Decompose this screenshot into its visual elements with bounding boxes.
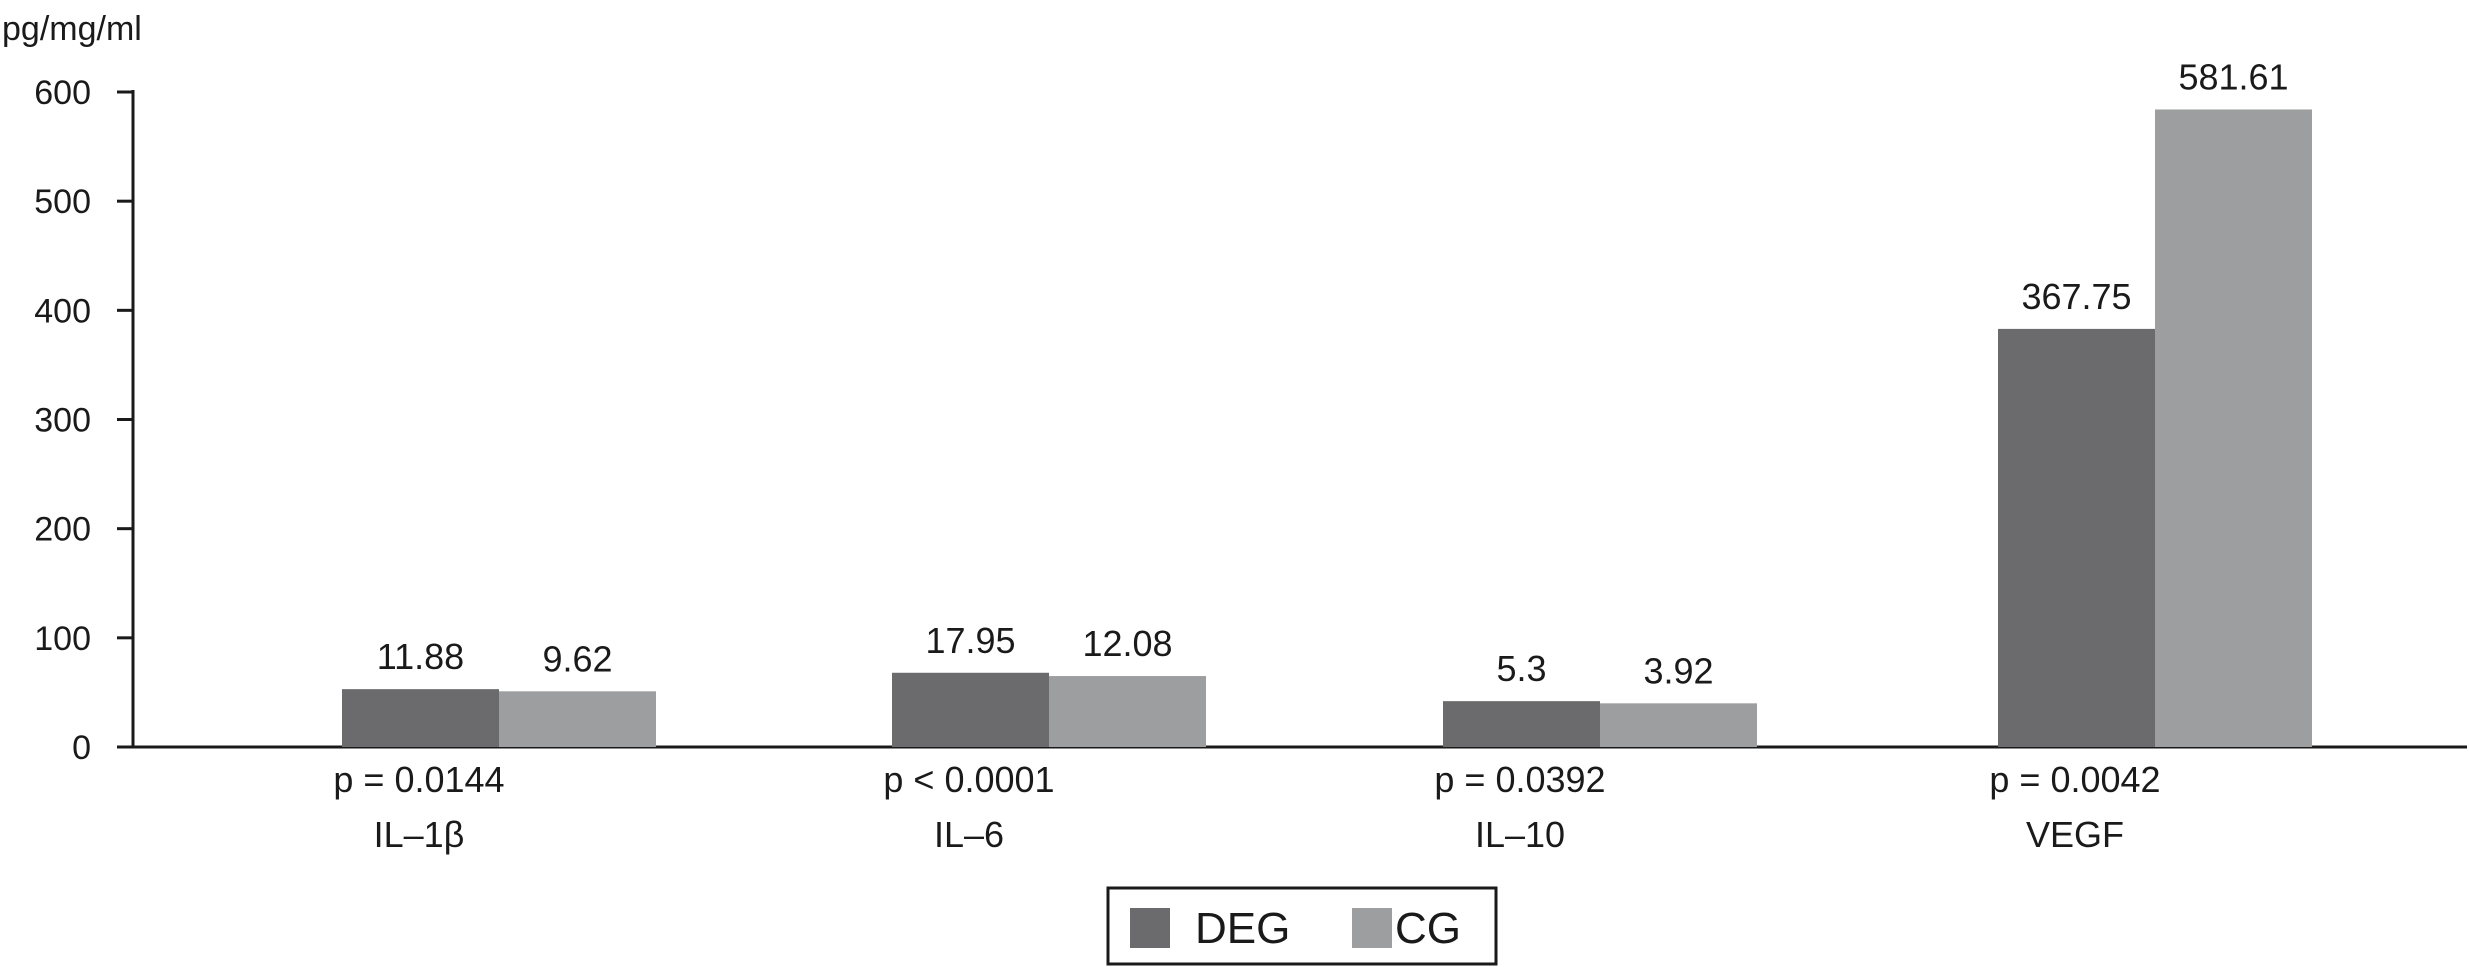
- legend: DEG CG: [1106, 886, 1498, 966]
- y-tick-label: 0: [72, 729, 91, 767]
- bar-deg-1: [892, 672, 1049, 747]
- bar-cg-2: [1600, 703, 1757, 747]
- p-value-label: p = 0.0392: [1434, 759, 1605, 800]
- legend-label-cg: CG: [1395, 904, 1461, 953]
- p-value-label: p = 0.0144: [333, 759, 504, 800]
- category-labels: p = 0.0144 IL–1β p < 0.0001 IL–6 p = 0.0392 I…: [333, 759, 2160, 855]
- bar-deg-3: [1998, 328, 2155, 747]
- data-label-cg-1: 12.08: [1082, 623, 1172, 664]
- bar-cg-0: [499, 691, 656, 747]
- y-tick-label: 300: [34, 402, 91, 440]
- y-tick-label: 600: [34, 74, 91, 112]
- data-label-cg-0: 9.62: [542, 638, 612, 679]
- y-tick-label: 400: [34, 292, 91, 330]
- legend-swatch-deg: [1130, 908, 1170, 948]
- y-tick-label: 200: [34, 511, 91, 549]
- bar-deg-0: [342, 689, 499, 747]
- data-label-deg-0: 11.88: [377, 636, 464, 677]
- data-labels: 11.88 9.62 17.95 12.08 5.3 3.92 367.75 581.61: [377, 56, 2289, 691]
- p-value-label: p < 0.0001: [883, 759, 1054, 800]
- legend-box: [1106, 886, 1498, 966]
- p-value-label: p = 0.0042: [1989, 759, 2160, 800]
- bar-cg-3: [2155, 109, 2312, 747]
- legend-swatch-cg: [1352, 908, 1392, 948]
- y-tick-label: 500: [34, 183, 91, 221]
- legend-label-deg: DEG: [1195, 904, 1290, 953]
- data-label-cg-2: 3.92: [1643, 650, 1713, 691]
- bar-deg-2: [1443, 701, 1600, 747]
- y-axis-unit-label: pg/mg/ml: [2, 10, 142, 48]
- data-label-deg-2: 5.3: [1496, 648, 1546, 689]
- bars: [342, 109, 2312, 747]
- y-tick-label: 100: [34, 620, 91, 658]
- bar-cg-1: [1049, 676, 1206, 747]
- data-label-deg-3: 367.75: [2021, 276, 2131, 317]
- category-label: IL–6: [934, 814, 1004, 855]
- data-label-deg-1: 17.95: [925, 620, 1015, 661]
- category-label: IL–10: [1475, 814, 1565, 855]
- data-label-cg-3: 581.61: [2178, 56, 2288, 97]
- category-label: VEGF: [2026, 814, 2124, 855]
- category-label: IL–1β: [374, 814, 465, 855]
